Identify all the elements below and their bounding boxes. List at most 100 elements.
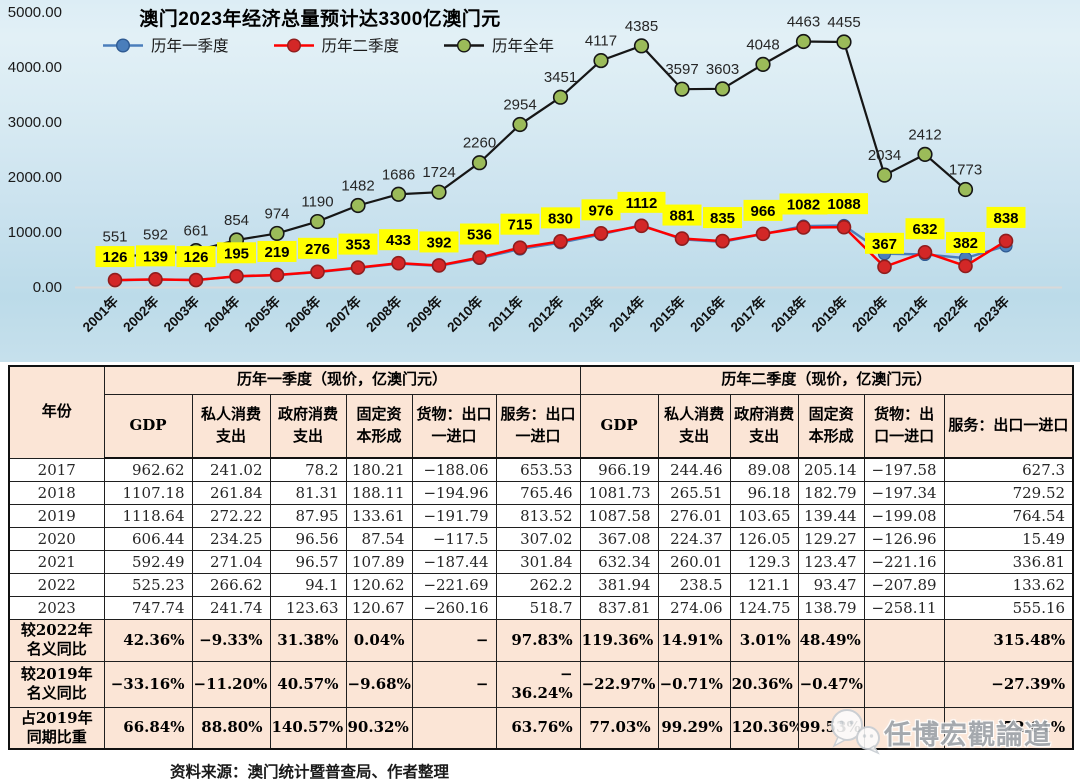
table-cell: 525.23 <box>103 572 193 597</box>
table-cell: 307.02 <box>495 526 581 551</box>
table-cell: 77.03% <box>579 706 659 750</box>
legend-label: 历年二季度 <box>321 38 400 55</box>
chart-title: 澳门2023年经济总量预计达3300亿澳门元 <box>139 9 501 30</box>
table-cell: 1118.64 <box>103 503 193 528</box>
column-header: 服务：出口一进口 <box>495 393 581 459</box>
table-cell: 274.06 <box>657 595 731 620</box>
summary-row: 较2019年 名义同比 −33.16% −11.20% 40.57% −9.68% − − … <box>8 660 1074 708</box>
table-cell: −197.58 <box>863 457 945 482</box>
table-cell: −0.71% <box>657 660 731 708</box>
svg-text:126: 126 <box>102 249 127 266</box>
table-cell: 119.36% <box>579 618 659 662</box>
svg-text:881: 881 <box>669 208 694 225</box>
svg-text:3000.00: 3000.00 <box>8 114 62 131</box>
svg-text:2002年: 2002年 <box>120 292 162 334</box>
svg-text:2011年: 2011年 <box>485 292 527 334</box>
year-cell: 2023 <box>8 595 105 620</box>
table-cell: −207.89 <box>863 572 945 597</box>
svg-text:976: 976 <box>588 202 613 219</box>
table-cell: −221.16 <box>863 549 945 574</box>
table-cell: 813.52 <box>495 503 581 528</box>
column-header: 固定资本形成 <box>345 393 413 459</box>
table-cell: 94.1 <box>269 572 347 597</box>
table-cell: 139.44 <box>797 503 865 528</box>
table-cell: 120.36% <box>729 706 799 750</box>
year-cell: 2020 <box>8 526 105 551</box>
svg-text:830: 830 <box>548 210 573 227</box>
table-cell: 96.57 <box>269 549 347 574</box>
svg-text:276: 276 <box>305 241 330 258</box>
svg-text:433: 433 <box>386 232 411 249</box>
table-cell: 627.3 <box>943 457 1074 482</box>
svg-text:126: 126 <box>183 249 208 266</box>
column-header: 政府消费支出 <box>269 393 347 459</box>
wechat-icon <box>831 709 880 755</box>
column-header: GDP <box>579 393 659 459</box>
table-cell: −188.06 <box>411 457 497 482</box>
table-cell: 42.36% <box>103 618 193 662</box>
svg-text:4463: 4463 <box>787 14 820 31</box>
column-header: 私人消费支出 <box>191 393 271 459</box>
svg-text:139: 139 <box>143 248 168 265</box>
svg-text:2013年: 2013年 <box>565 292 607 334</box>
svg-text:835: 835 <box>710 210 735 227</box>
table-cell: 126.05 <box>729 526 799 551</box>
table-cell: 837.81 <box>579 595 659 620</box>
svg-text:592: 592 <box>143 226 168 243</box>
table-cell: −11.20% <box>191 660 271 708</box>
table-cell: 14.91% <box>657 618 731 662</box>
table-cell: 0.04% <box>345 618 413 662</box>
table-cell: −33.16% <box>103 660 193 708</box>
table-cell: 653.53 <box>495 457 581 482</box>
table-cell: 260.01 <box>657 549 731 574</box>
legend-item: 历年二季度 <box>273 34 400 56</box>
table-cell: 87.95 <box>269 503 347 528</box>
table-cell: 123.47 <box>797 549 865 574</box>
svg-text:2034: 2034 <box>868 147 901 164</box>
table-cell: − 36.24% <box>495 660 581 708</box>
table-cell: 90.32% <box>345 706 413 750</box>
svg-text:2001年: 2001年 <box>79 292 121 334</box>
svg-text:1482: 1482 <box>341 177 374 194</box>
svg-text:2016年: 2016年 <box>687 292 729 334</box>
source-note: 资料来源：澳门统计暨普查局、作者整理 <box>170 762 450 781</box>
svg-text:2022年: 2022年 <box>930 292 972 334</box>
svg-text:536: 536 <box>467 227 492 244</box>
svg-text:2009年: 2009年 <box>403 292 445 334</box>
table-row: 2021 592.49 271.04 96.57 107.89 −187.44 301.84… <box>8 549 1074 574</box>
table-cell: −191.79 <box>411 503 497 528</box>
table-cell: 20.36% <box>729 660 799 708</box>
table-cell: 99.29% <box>657 706 731 750</box>
table-cell: 81.31 <box>269 480 347 505</box>
svg-text:2005年: 2005年 <box>241 292 283 334</box>
table-row: 2018 1107.18 261.84 81.31 188.11 −194.96 765.4… <box>8 480 1074 505</box>
table-row: 2023 747.74 241.74 123.63 120.67 −260.16 518.7… <box>8 595 1074 620</box>
column-group-header: 历年一季度（现价，亿澳门元） <box>103 365 581 395</box>
svg-text:1112: 1112 <box>626 195 658 212</box>
legend-item: 历年全年 <box>443 34 554 56</box>
table-cell: 78.2 <box>269 457 347 482</box>
table-cell: 592.49 <box>103 549 193 574</box>
svg-text:195: 195 <box>224 245 249 262</box>
table-cell <box>863 618 945 662</box>
table-cell: −126.96 <box>863 526 945 551</box>
series-q2 <box>107 218 1014 288</box>
table-cell: 15.49 <box>943 526 1074 551</box>
column-header: 固定资本形成 <box>797 393 865 459</box>
table-cell: −117.5 <box>411 526 497 551</box>
svg-text:353: 353 <box>345 237 370 254</box>
svg-text:2954: 2954 <box>503 97 536 114</box>
table-cell: 241.74 <box>191 595 271 620</box>
svg-text:2020年: 2020年 <box>849 292 891 334</box>
svg-text:715: 715 <box>507 217 532 234</box>
data-table: 年份 历年一季度（现价，亿澳门元） 历年二季度（现价，亿澳门元） GDP 私人消费支出政… <box>8 365 1075 750</box>
table-cell: 1087.58 <box>579 503 659 528</box>
line-chart: 5000.00 4000.00 3000.00 2000.00 1000.00 0.00 2… <box>8 4 1062 335</box>
table-group-header-row: 年份 历年一季度（现价，亿澳门元） 历年二季度（现价，亿澳门元） <box>8 365 1074 459</box>
table-cell: 764.54 <box>943 503 1074 528</box>
table-cell: − <box>411 618 497 662</box>
svg-text:2007年: 2007年 <box>322 292 364 334</box>
table-cell: 606.44 <box>103 526 193 551</box>
svg-text:2003年: 2003年 <box>160 292 202 334</box>
table-cell: −260.16 <box>411 595 497 620</box>
